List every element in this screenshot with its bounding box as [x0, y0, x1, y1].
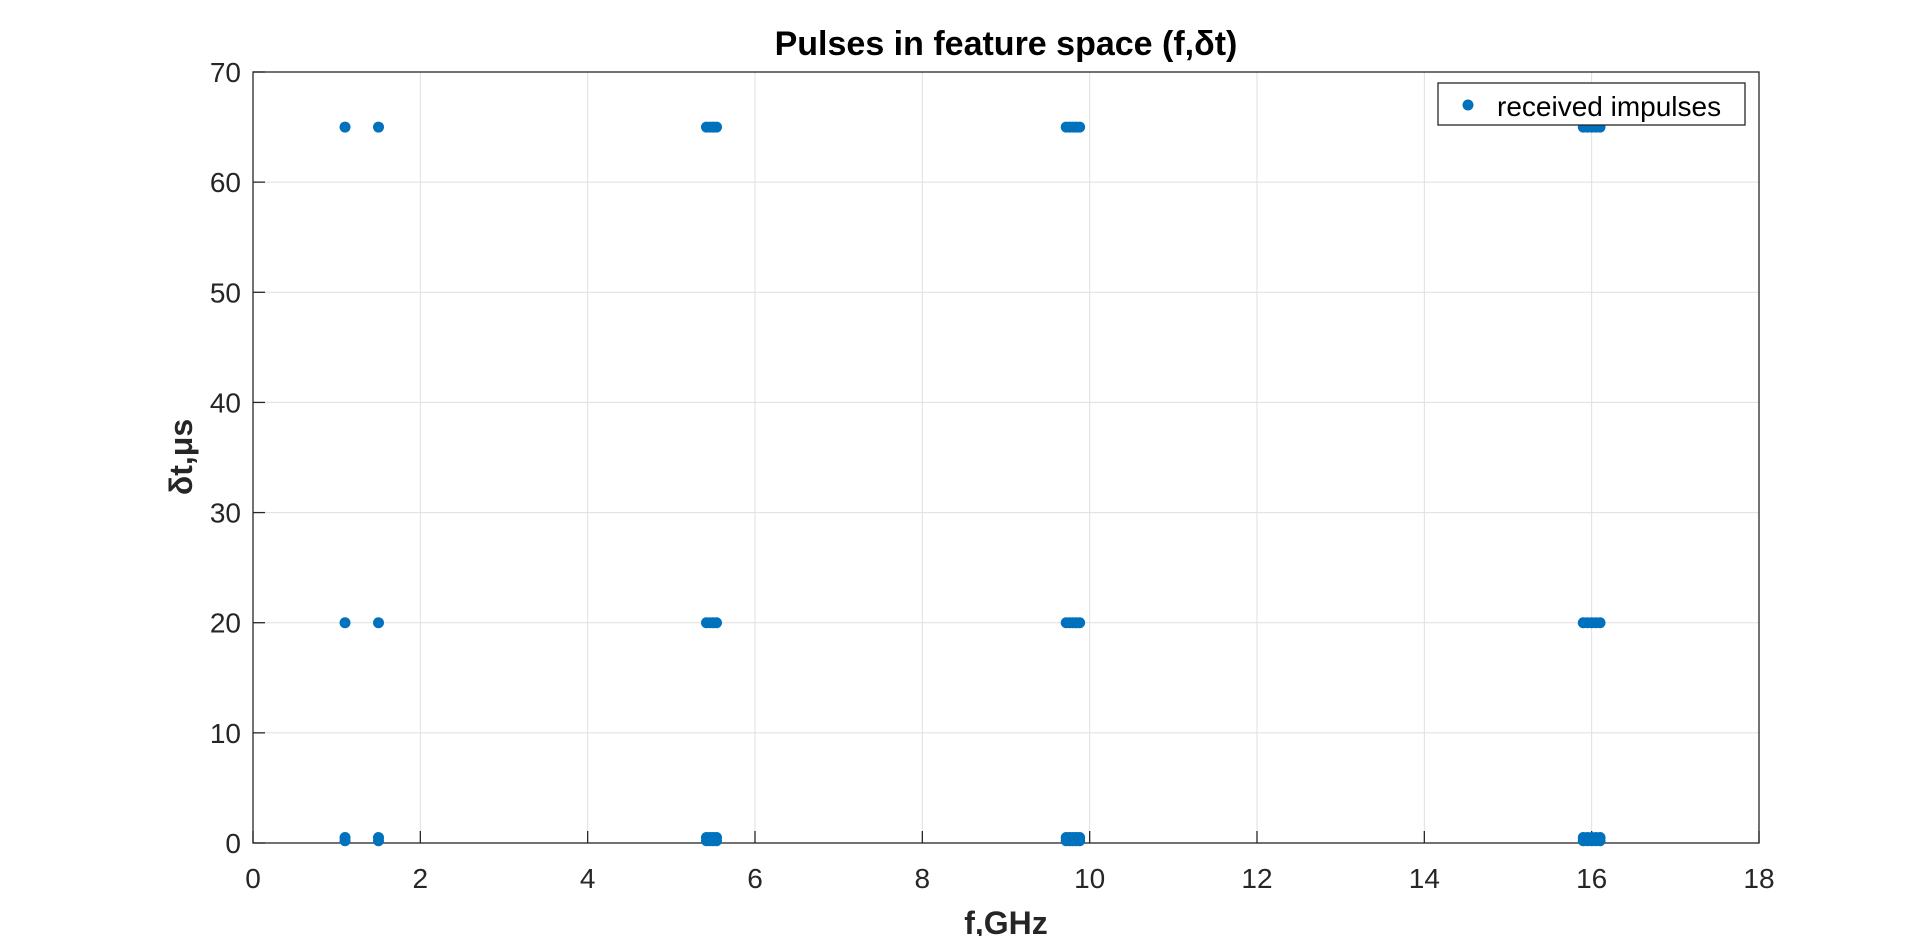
axes	[252, 71, 1760, 844]
x-tick-labels: 0 2 4 6 8 10 12 14 16 18	[245, 863, 1774, 894]
x-tick-label: 2	[413, 863, 429, 894]
x-axis-title: f,GHz	[964, 905, 1048, 936]
data-point	[1594, 835, 1606, 847]
data-point	[373, 617, 384, 629]
x-tick-label: 18	[1743, 863, 1774, 894]
data-point	[339, 617, 351, 629]
x-tick-label: 8	[915, 863, 931, 894]
x-tick-label: 4	[580, 863, 596, 894]
x-tick-label: 16	[1576, 863, 1607, 894]
x-tick-label: 10	[1074, 863, 1105, 894]
y-tick-label: 0	[225, 828, 241, 859]
data-point	[1074, 121, 1086, 133]
x-tick-label: 6	[747, 863, 763, 894]
data-point	[711, 835, 723, 847]
x-tick-label: 0	[245, 863, 261, 894]
x-tick-label: 12	[1241, 863, 1272, 894]
data-point	[373, 835, 384, 847]
y-tick-label: 10	[210, 718, 241, 749]
x-tick-label: 14	[1409, 863, 1440, 894]
data-point	[711, 617, 723, 629]
data-point	[711, 121, 723, 133]
y-tick-label: 30	[210, 498, 241, 529]
y-tick-label: 20	[210, 608, 241, 639]
data-point	[339, 835, 351, 847]
y-tick-label: 50	[210, 277, 241, 308]
y-tick-label: 40	[210, 387, 241, 418]
y-tick-label: 60	[210, 167, 241, 198]
data-point	[1074, 617, 1086, 629]
legend: received impulses	[1437, 82, 1746, 126]
legend-box	[1437, 82, 1746, 126]
legend-label: received impulses	[1497, 91, 1721, 122]
plot-area	[253, 72, 1759, 843]
data-points	[339, 121, 1606, 847]
data-point	[373, 121, 384, 133]
y-tick-label: 70	[210, 57, 241, 88]
legend-marker	[1462, 99, 1474, 111]
axes-box	[252, 71, 1760, 844]
data-point	[1594, 617, 1606, 629]
chart-title: Pulses in feature space (f,δt)	[775, 25, 1238, 63]
y-axis-title: δt,μs	[163, 419, 199, 495]
y-tick-labels: 0 10 20 30 40 50 60 70	[210, 57, 241, 859]
data-point	[339, 121, 351, 133]
data-point	[1074, 835, 1086, 847]
